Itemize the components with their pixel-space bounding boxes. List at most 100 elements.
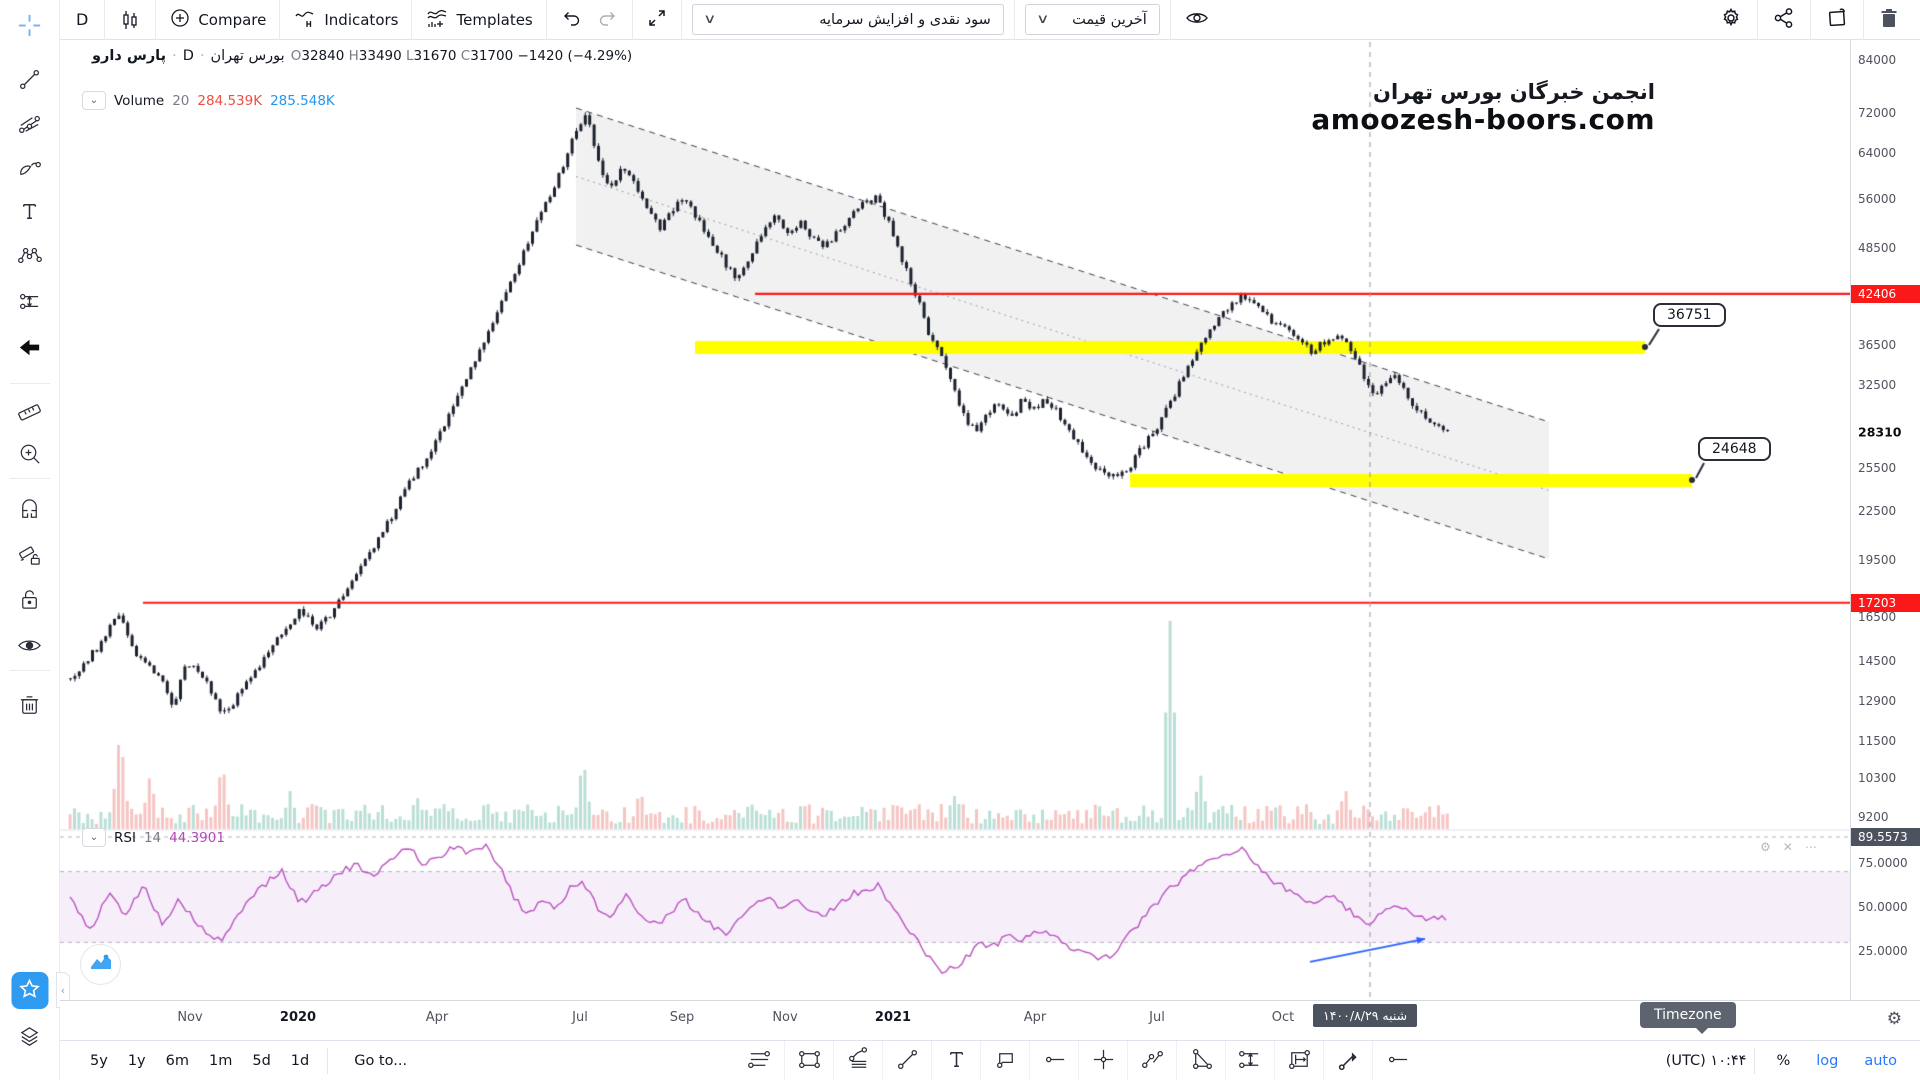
trend-line-tool-button[interactable] <box>11 62 49 100</box>
plus-circle-icon <box>169 7 191 33</box>
rsi-value: 44.3901 <box>169 829 225 846</box>
fullscreen-button[interactable] <box>633 0 681 40</box>
range-button-6m[interactable]: 6m <box>165 1052 189 1069</box>
align-lines-tool-button[interactable] <box>735 1041 784 1080</box>
settings-button[interactable] <box>1705 0 1757 40</box>
drawing-lock-tool-button[interactable] <box>11 538 49 576</box>
redo-button[interactable] <box>595 0 632 40</box>
lock-tool-button[interactable] <box>11 582 49 620</box>
trend-line-icon <box>16 66 43 97</box>
range-button-5d[interactable]: 5d <box>252 1052 271 1069</box>
chevron-down-icon[interactable]: ⌄ <box>82 91 106 110</box>
axis-tick-label: 9200 <box>1858 810 1889 824</box>
separator <box>1810 0 1811 40</box>
rectangle-tool-button[interactable] <box>784 1041 833 1080</box>
separator <box>631 0 633 40</box>
goto-button[interactable]: Go to... <box>354 1052 408 1069</box>
range-button-5y[interactable]: 5y <box>90 1052 108 1069</box>
text-icon <box>16 198 43 229</box>
zoom-in-tool-button[interactable] <box>11 436 49 474</box>
magnet-tool-button[interactable] <box>11 494 49 532</box>
price-mode-dropdown[interactable]: ∨ آخرین قیمت <box>1024 4 1160 35</box>
arrow-marker-tool-button[interactable] <box>1323 1041 1372 1080</box>
symbol-legend[interactable]: پارس دارو · D · بورس تهران O32840 H33490… <box>92 48 632 64</box>
fib-tool-tool-button[interactable] <box>11 284 49 322</box>
xabcd-pattern-icon <box>16 242 43 273</box>
crosshair-date-badge: شنبه ۱۴۰۰/۸/۲۹ <box>1313 1004 1418 1027</box>
parallel-slashes-tool-button[interactable] <box>1127 1041 1176 1080</box>
separator <box>1757 0 1758 40</box>
watermark-line2: amoozesh-boors.com <box>1311 103 1655 137</box>
volume-legend[interactable]: ⌄ Volume 20 284.539K 285.548K <box>82 91 335 110</box>
interval-button[interactable]: D <box>76 10 89 29</box>
chevron-down-icon: ∨ <box>1035 12 1050 27</box>
xabcd-pattern-tool-button[interactable] <box>11 238 49 276</box>
polyline-tool-button[interactable] <box>833 1041 882 1080</box>
timezone-button[interactable]: ۱۰:۴۴ (UTC) <box>1665 1052 1747 1069</box>
chart-plot-area[interactable] <box>60 40 1850 1000</box>
pane-more-icon[interactable]: ⋯ <box>1804 840 1817 854</box>
remove-drawings-button[interactable] <box>1864 0 1914 40</box>
callout-tool-button[interactable] <box>980 1041 1029 1080</box>
compare-button[interactable]: Compare <box>156 0 279 40</box>
publish-button[interactable] <box>1811 0 1863 40</box>
fullscreen-icon <box>646 7 668 33</box>
ruler-tool-button[interactable] <box>11 392 49 430</box>
gann-fib-tool-button[interactable] <box>11 106 49 144</box>
templates-button[interactable]: Templates <box>412 0 545 40</box>
favorites-star-tool-button[interactable] <box>11 972 48 1009</box>
range-button-1m[interactable]: 1m <box>208 1052 233 1069</box>
layers-tool-button[interactable] <box>11 1020 49 1058</box>
price-callout-36751[interactable]: 36751 <box>1653 303 1726 327</box>
undo-button[interactable] <box>547 0 595 40</box>
legend-interval: D <box>182 48 194 64</box>
fib-spread-icon <box>1237 1046 1264 1077</box>
chart-style-button[interactable] <box>105 0 155 40</box>
range-button-1y[interactable]: 1y <box>127 1052 146 1069</box>
events-dropdown[interactable]: ∨ سود نقدی و افزایش سرمایه <box>691 4 1004 35</box>
fib-spread-tool-button[interactable] <box>1225 1041 1274 1080</box>
price-range-box-tool-button[interactable] <box>1274 1041 1323 1080</box>
price-axis[interactable]: 84000 72000 64000 56000 48500 36500 32500 25500… <box>1850 40 1920 1000</box>
auto-scale-button[interactable]: auto <box>1864 1052 1897 1069</box>
crosshair-tool-button[interactable] <box>11 8 49 46</box>
range-button-1d[interactable]: 1d <box>290 1052 310 1069</box>
horizontal-line-tool-button[interactable] <box>1372 1041 1421 1080</box>
text-tool-button[interactable] <box>931 1041 980 1080</box>
axis-tick-label: 14500 <box>1858 654 1897 669</box>
indicators-label: Indicators <box>324 10 399 29</box>
horizontal-ray-tool-button[interactable] <box>1029 1041 1078 1080</box>
arrow-left-tool-button[interactable] <box>11 330 49 368</box>
cross-line-tool-button[interactable] <box>1078 1041 1127 1080</box>
share-button[interactable] <box>1758 0 1810 40</box>
trend-line-tool-button[interactable] <box>882 1041 931 1080</box>
trash-tool-button[interactable] <box>11 688 49 726</box>
triangle-pattern-tool-button[interactable] <box>1176 1041 1225 1080</box>
chevron-down-icon[interactable]: ⌄ <box>82 828 106 847</box>
time-tick-Sep: Sep <box>669 1010 695 1025</box>
time-tick-2021: 2021 <box>874 1010 912 1025</box>
indicators-button[interactable]: Indicators <box>280 0 411 40</box>
chevron-down-icon: ∨ <box>702 12 717 27</box>
text-tool-button[interactable] <box>11 194 49 232</box>
rsi-legend[interactable]: ⌄ RSI 14 44.3901 <box>82 828 225 847</box>
percent-scale-button[interactable]: % <box>1776 1052 1791 1069</box>
brush-tool-button[interactable] <box>11 150 49 188</box>
eye-tool-button[interactable] <box>11 628 49 666</box>
pane-close-icon[interactable]: ✕ <box>1782 840 1793 854</box>
axis-settings-gear-icon[interactable]: ⚙ <box>1886 1009 1902 1029</box>
rsi-crosshair-label: 89.5573 <box>1851 827 1920 846</box>
pane-settings-icon[interactable]: ⚙ <box>1760 840 1771 854</box>
time-tick-Oct: Oct <box>1271 1010 1295 1025</box>
time-axis[interactable]: شنبه ۱۴۰۰/۸/۲۹ ⚙ Nov 2020 Apr Jul Sep Nov 2021… <box>60 1000 1920 1040</box>
axis-tick-label: 19500 <box>1858 552 1897 567</box>
parallel-slashes-icon <box>1139 1046 1166 1077</box>
axis-tick-label: 28310 <box>1858 424 1902 440</box>
logo-button[interactable] <box>80 944 121 985</box>
price-callout-24648[interactable]: 24648 <box>1698 437 1771 461</box>
cross-line-icon <box>1090 1046 1117 1077</box>
horizontal-line-icon <box>1384 1046 1411 1077</box>
visibility-button[interactable] <box>1171 0 1223 40</box>
price-mode-value: آخرین قیمت <box>1072 11 1147 28</box>
log-scale-button[interactable]: log <box>1816 1052 1839 1069</box>
